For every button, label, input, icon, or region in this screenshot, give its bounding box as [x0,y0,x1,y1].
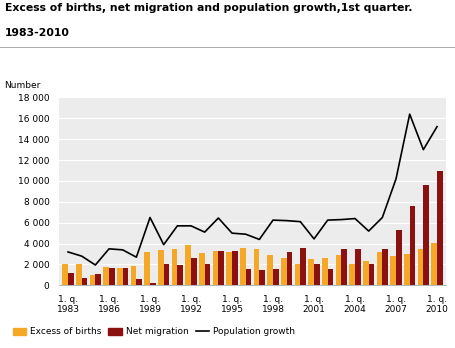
Bar [410,206,415,285]
Bar [205,264,210,285]
Bar [328,269,334,285]
Bar [363,261,369,285]
Bar [300,248,306,285]
Bar [158,250,164,285]
Bar [212,251,218,285]
Bar [218,251,224,285]
Bar [199,253,205,285]
Bar [226,252,232,285]
Bar [177,265,183,285]
Bar [336,255,341,285]
Bar [308,259,314,285]
Bar [76,264,82,285]
Bar [150,283,156,285]
Bar [369,264,374,285]
Bar [117,268,123,285]
Text: Excess of births, net migration and population growth,1st quarter.: Excess of births, net migration and popu… [5,3,412,14]
Text: Number: Number [5,81,41,90]
Bar [382,249,388,285]
Bar [90,275,96,285]
Bar [267,255,273,285]
Bar [185,245,191,285]
Bar [191,258,197,285]
Bar [164,264,169,285]
Bar [136,279,142,285]
Bar [418,249,423,285]
Bar [322,258,328,285]
Bar [287,252,293,285]
Bar [396,230,402,285]
Bar [68,273,74,285]
Bar [131,266,136,285]
Bar [437,171,443,285]
Bar [144,252,150,285]
Bar [123,268,128,285]
Legend: Excess of births, Net migration, Population growth: Excess of births, Net migration, Populat… [9,324,298,340]
Bar [341,249,347,285]
Bar [259,270,265,285]
Bar [423,185,429,285]
Bar [404,254,410,285]
Bar [96,274,101,285]
Bar [232,251,238,285]
Bar [240,248,246,285]
Bar [103,267,109,285]
Bar [109,268,115,285]
Bar [62,264,68,285]
Bar [295,264,300,285]
Text: 1983-2010: 1983-2010 [5,28,70,38]
Bar [281,258,287,285]
Bar [349,264,355,285]
Bar [273,269,279,285]
Bar [355,249,361,285]
Bar [390,256,396,285]
Bar [314,264,320,285]
Bar [431,243,437,285]
Bar [246,269,252,285]
Bar [377,252,382,285]
Bar [82,278,87,285]
Bar [253,249,259,285]
Bar [172,249,177,285]
